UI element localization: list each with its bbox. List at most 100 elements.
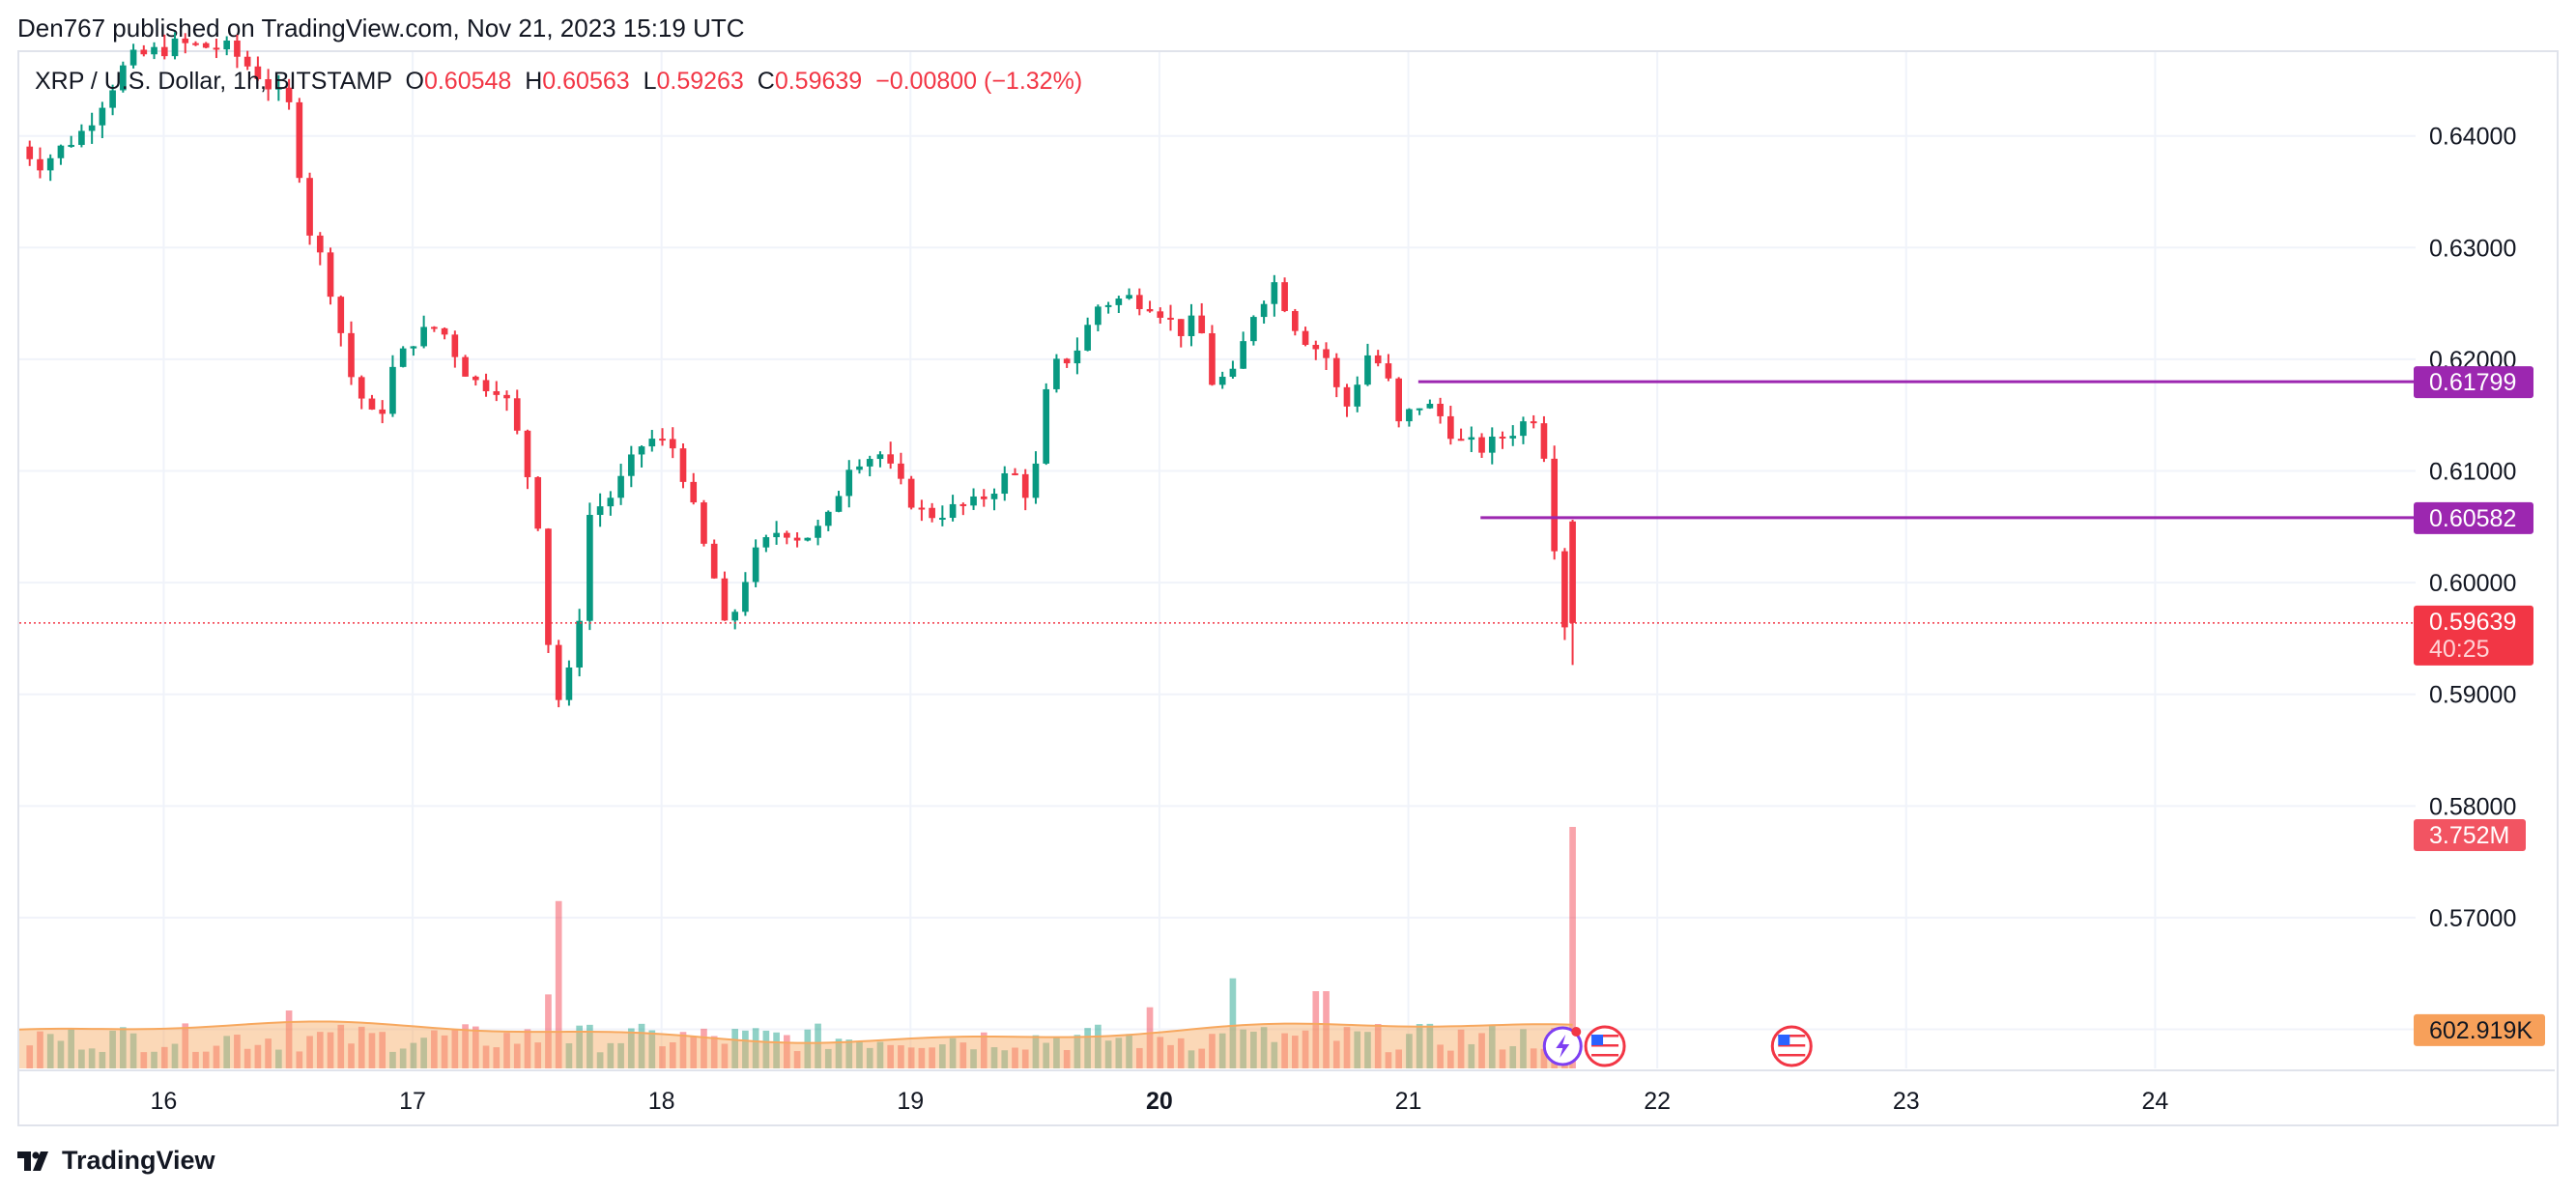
- candle-body: [1146, 308, 1154, 312]
- volume-bar: [1457, 1029, 1465, 1068]
- candle-body: [1416, 408, 1423, 411]
- volume-bar: [876, 1041, 884, 1068]
- level-price-tag[interactable]: 0.61799: [2414, 366, 2533, 399]
- flag-canton: [1591, 1035, 1604, 1045]
- volume-bar: [524, 1029, 531, 1068]
- volume-bar: [254, 1044, 262, 1068]
- volume-bar: [555, 900, 562, 1068]
- volume-bar: [701, 1028, 707, 1068]
- volume-bar: [990, 1047, 998, 1068]
- candle-body: [1323, 349, 1330, 358]
- candle-body: [701, 502, 707, 544]
- candle-body: [627, 454, 635, 476]
- us-flag-icon[interactable]: [1584, 1025, 1626, 1067]
- volume-bar: [1115, 1038, 1123, 1068]
- candle-body: [929, 507, 935, 519]
- candle-body: [856, 466, 863, 470]
- volume-bar: [866, 1047, 873, 1068]
- volume-bar: [804, 1029, 812, 1068]
- publisher-line: Den767 published on TradingView.com, Nov…: [17, 14, 745, 43]
- candle-body: [1126, 295, 1132, 299]
- candle-body: [824, 511, 832, 526]
- volume-bar: [223, 1036, 231, 1068]
- horizontal-levels[interactable]: [19, 380, 2414, 624]
- time-tick-label: 21: [1395, 1088, 1422, 1115]
- volume-bar: [1364, 1032, 1371, 1068]
- candle-body: [1530, 421, 1537, 424]
- candle-body: [1135, 295, 1143, 309]
- candle-body: [638, 446, 645, 455]
- event-markers[interactable]: [1542, 1025, 1813, 1067]
- volume-bar: [160, 1046, 168, 1068]
- volume-last-tag[interactable]: 3.752M: [2414, 819, 2526, 851]
- candle-body: [1281, 282, 1288, 311]
- candle-body: [939, 518, 946, 521]
- volume-bar: [607, 1042, 615, 1068]
- time-tick-label: 24: [2142, 1088, 2169, 1115]
- low-value: 0.59263: [656, 68, 744, 95]
- level-price-tag[interactable]: 0.60582: [2414, 501, 2533, 534]
- volume-bar: [482, 1045, 490, 1068]
- volume-bar: [815, 1023, 821, 1068]
- volume-bar: [1447, 1050, 1454, 1068]
- time-axis[interactable]: 16 17 18 19 20 21 22 23 24: [19, 1069, 2555, 1115]
- candle-body: [327, 252, 334, 298]
- candle-body: [845, 469, 853, 497]
- candle-body: [762, 537, 770, 548]
- volume-bar: [151, 1051, 157, 1068]
- candle-body: [1032, 463, 1040, 498]
- volume-bar: [907, 1047, 915, 1068]
- flag-stripe: [1591, 1054, 1619, 1057]
- lightning-icon[interactable]: [1542, 1026, 1583, 1066]
- symbol-title[interactable]: XRP / U.S. Dollar, 1h, BITSTAMP: [35, 68, 392, 95]
- volume-bar: [648, 1030, 656, 1068]
- volume-bar: [617, 1042, 624, 1068]
- volume-ma-tag[interactable]: 602.919K: [2414, 1013, 2545, 1046]
- candle-body: [46, 157, 54, 171]
- candle-body: [1291, 310, 1299, 331]
- volume-bar: [337, 1024, 345, 1068]
- candle-body: [1218, 377, 1226, 385]
- volume-bar: [1354, 1031, 1361, 1068]
- candle-body: [815, 526, 821, 538]
- flag-stripe: [1591, 1035, 1619, 1038]
- volume-bar: [721, 1043, 729, 1068]
- volume-bar: [824, 1048, 832, 1068]
- flag-stripe: [1591, 1049, 1619, 1052]
- candle-body: [109, 90, 116, 108]
- volume-bar: [451, 1030, 459, 1068]
- candle-body: [296, 101, 303, 179]
- volume-bar: [596, 1052, 604, 1068]
- us-flag-icon[interactable]: [1770, 1025, 1813, 1067]
- volume-bar: [1250, 1031, 1257, 1068]
- volume-bar: [1271, 1041, 1278, 1068]
- volume-bar: [1157, 1037, 1164, 1068]
- volume-bar: [1540, 1048, 1548, 1068]
- candle-body: [773, 532, 780, 538]
- tradingview-logo-icon: [17, 1151, 48, 1171]
- tradingview-logo[interactable]: TradingView: [17, 1146, 215, 1176]
- candle-body: [898, 463, 904, 479]
- candle-body: [462, 356, 469, 377]
- volume-bar: [1260, 1027, 1268, 1068]
- candle-body: [1157, 311, 1164, 318]
- volume-bar: [959, 1042, 967, 1068]
- candle-body: [389, 366, 396, 414]
- candle-body: [1374, 355, 1382, 364]
- candle-body: [607, 498, 615, 507]
- candle-body: [545, 528, 552, 645]
- volume-bar: [845, 1039, 853, 1068]
- volume-bar: [887, 1044, 895, 1068]
- candle-body: [669, 439, 676, 449]
- close-label: C: [757, 68, 775, 95]
- volume-bar: [68, 1028, 74, 1068]
- volume-bar: [213, 1045, 220, 1068]
- level-price-tag-text: 0.61799: [2429, 369, 2516, 396]
- candle-body: [513, 398, 521, 431]
- level-price-tag-text: 0.60582: [2429, 505, 2516, 532]
- volume-bar: [1488, 1025, 1496, 1068]
- price-axis[interactable]: 0.640000.630000.620000.610000.600000.590…: [2414, 124, 2545, 1046]
- volume-bar: [368, 1033, 376, 1068]
